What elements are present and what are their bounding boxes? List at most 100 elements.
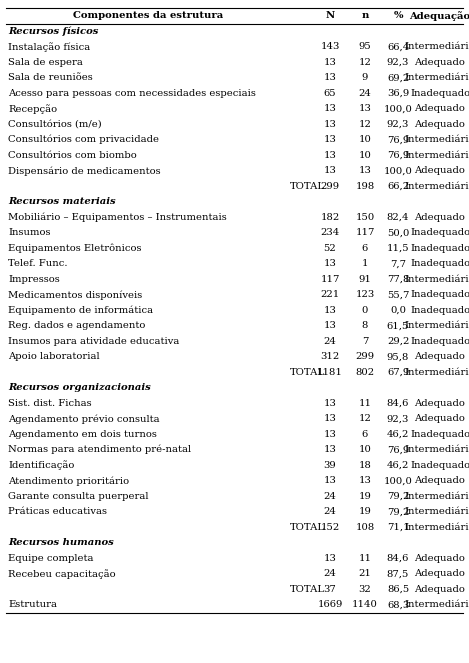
Text: 13: 13 [359, 476, 371, 485]
Text: Intermediário: Intermediário [405, 42, 469, 51]
Text: 13: 13 [324, 73, 336, 82]
Text: Insumos: Insumos [8, 228, 51, 237]
Text: 12: 12 [359, 414, 371, 423]
Text: 1669: 1669 [318, 600, 343, 609]
Text: 13: 13 [324, 259, 336, 269]
Text: 0: 0 [362, 306, 368, 315]
Text: 13: 13 [324, 446, 336, 454]
Text: 8: 8 [362, 322, 368, 330]
Text: 1: 1 [362, 259, 368, 269]
Text: Intermediário: Intermediário [405, 368, 469, 377]
Text: 95: 95 [359, 42, 371, 51]
Text: 182: 182 [320, 213, 340, 221]
Text: 13: 13 [324, 104, 336, 113]
Text: 68,3: 68,3 [387, 600, 409, 609]
Text: 55,7: 55,7 [387, 290, 409, 299]
Text: Inadequado: Inadequado [410, 259, 469, 269]
Text: Garante consulta puerperal: Garante consulta puerperal [8, 492, 149, 501]
Text: 13: 13 [324, 414, 336, 423]
Text: Equipamento de informática: Equipamento de informática [8, 306, 153, 315]
Text: Inadequado: Inadequado [410, 430, 469, 439]
Text: 92,3: 92,3 [387, 414, 409, 423]
Text: Intermediário: Intermediário [405, 446, 469, 454]
Text: Componentes da estrutura: Componentes da estrutura [73, 11, 223, 21]
Text: 802: 802 [356, 368, 375, 377]
Text: 13: 13 [324, 554, 336, 563]
Text: 10: 10 [359, 135, 371, 145]
Text: 0,0: 0,0 [390, 306, 406, 315]
Text: 86,5: 86,5 [387, 585, 409, 594]
Text: Adequado: Adequado [415, 414, 465, 423]
Text: 6: 6 [362, 430, 368, 439]
Text: 11: 11 [358, 398, 371, 408]
Text: Sala de espera: Sala de espera [8, 58, 83, 67]
Text: 9: 9 [362, 73, 368, 82]
Text: 24: 24 [324, 570, 336, 578]
Text: Adequado: Adequado [415, 554, 465, 563]
Text: Práticas educativas: Práticas educativas [8, 507, 107, 516]
Text: 13: 13 [324, 135, 336, 145]
Text: Adequado: Adequado [415, 476, 465, 485]
Text: Intermediário: Intermediário [405, 600, 469, 609]
Text: 79,2: 79,2 [387, 492, 409, 501]
Text: Adequado: Adequado [415, 570, 465, 578]
Text: 76,9: 76,9 [387, 151, 409, 160]
Text: Adequado: Adequado [415, 104, 465, 113]
Text: 13: 13 [324, 166, 336, 175]
Text: 108: 108 [356, 522, 375, 532]
Text: 312: 312 [320, 352, 340, 361]
Text: 37: 37 [324, 585, 336, 594]
Text: 13: 13 [324, 430, 336, 439]
Text: Telef. Func.: Telef. Func. [8, 259, 68, 269]
Text: Adequado: Adequado [415, 120, 465, 129]
Text: 117: 117 [320, 274, 340, 284]
Text: Insumos para atividade educativa: Insumos para atividade educativa [8, 337, 179, 345]
Text: Inadequado: Inadequado [410, 337, 469, 345]
Text: 32: 32 [359, 585, 371, 594]
Text: Adequado: Adequado [415, 585, 465, 594]
Text: Reg. dados e agendamento: Reg. dados e agendamento [8, 322, 145, 330]
Text: Apoio laboratorial: Apoio laboratorial [8, 352, 99, 361]
Text: 46,2: 46,2 [387, 461, 409, 470]
Text: 152: 152 [320, 522, 340, 532]
Text: Inadequado: Inadequado [410, 290, 469, 299]
Text: Adequação: Adequação [409, 11, 469, 21]
Text: Inadequado: Inadequado [410, 244, 469, 253]
Text: 71,1: 71,1 [386, 522, 409, 532]
Text: 1181: 1181 [317, 368, 343, 377]
Text: 117: 117 [356, 228, 375, 237]
Text: Recursos físicos: Recursos físicos [8, 27, 98, 36]
Text: Agendamento em dois turnos: Agendamento em dois turnos [8, 430, 157, 439]
Text: Mobiliário – Equipamentos – Instrumentais: Mobiliário – Equipamentos – Instrumentai… [8, 213, 227, 222]
Text: 100,0: 100,0 [384, 166, 412, 175]
Text: Equipamentos Eletrônicos: Equipamentos Eletrônicos [8, 243, 142, 253]
Text: 84,6: 84,6 [387, 554, 409, 563]
Text: Intermediário: Intermediário [405, 492, 469, 501]
Text: 100,0: 100,0 [384, 476, 412, 485]
Text: Sist. dist. Fichas: Sist. dist. Fichas [8, 398, 91, 408]
Text: Inadequado: Inadequado [410, 228, 469, 237]
Text: Recursos materiais: Recursos materiais [8, 198, 116, 206]
Text: 66,4: 66,4 [387, 42, 409, 51]
Text: Sala de reuniões: Sala de reuniões [8, 73, 93, 82]
Text: Consultórios com biombo: Consultórios com biombo [8, 151, 137, 160]
Text: Consultórios (m/e): Consultórios (m/e) [8, 120, 102, 129]
Text: %: % [393, 11, 403, 21]
Text: 10: 10 [359, 151, 371, 160]
Text: Adequado: Adequado [415, 213, 465, 221]
Text: 92,3: 92,3 [387, 58, 409, 67]
Text: 21: 21 [359, 570, 371, 578]
Text: TOTAL: TOTAL [290, 522, 325, 532]
Text: Inadequado: Inadequado [410, 89, 469, 97]
Text: TOTAL: TOTAL [290, 585, 325, 594]
Text: 76,9: 76,9 [387, 446, 409, 454]
Text: 13: 13 [324, 58, 336, 67]
Text: 13: 13 [324, 151, 336, 160]
Text: 7,7: 7,7 [390, 259, 406, 269]
Text: N: N [325, 11, 334, 21]
Text: 6: 6 [362, 244, 368, 253]
Text: Recursos organizacionais: Recursos organizacionais [8, 383, 151, 392]
Text: Consultórios com privacidade: Consultórios com privacidade [8, 135, 159, 145]
Text: 61,5: 61,5 [387, 322, 409, 330]
Text: Intermediário: Intermediário [405, 182, 469, 191]
